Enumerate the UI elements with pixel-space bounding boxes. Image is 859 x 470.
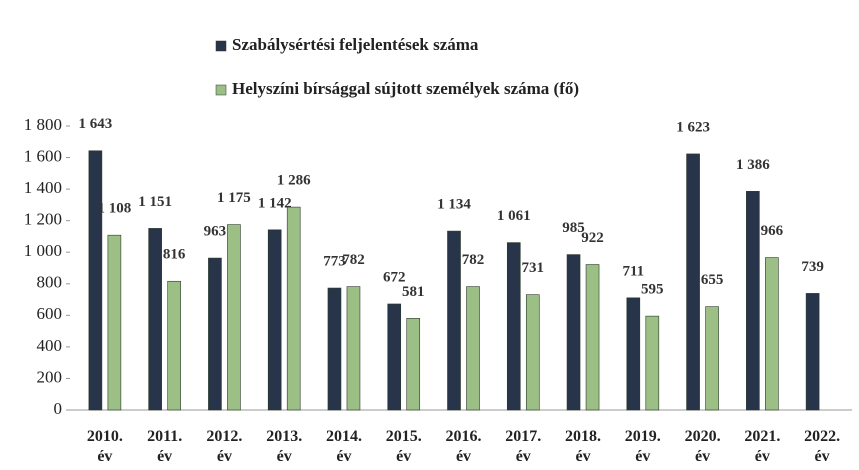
y-tick-label: 1 200 — [24, 210, 62, 229]
x-tick-label: 2010. év — [86, 428, 123, 465]
bar — [387, 303, 402, 411]
value-label: 672 — [383, 269, 406, 285]
y-tick-label: 600 — [37, 304, 63, 323]
x-tick-label: 2014. év — [325, 428, 362, 465]
legend-marker — [215, 84, 227, 96]
value-label: 1 175 — [217, 190, 251, 206]
bar — [406, 318, 421, 411]
x-tick-label: 2015. év — [385, 428, 422, 465]
bar — [525, 294, 540, 411]
value-label: 1 643 — [79, 116, 113, 132]
bar — [227, 224, 241, 411]
value-label: 773 — [323, 253, 346, 269]
x-tick-label: 2016. év — [445, 428, 482, 465]
bar — [167, 280, 181, 411]
value-label: 1 623 — [676, 119, 710, 135]
bar — [286, 206, 301, 411]
value-label: 1 142 — [258, 195, 292, 211]
value-label: 1 286 — [277, 173, 311, 189]
bar — [805, 293, 820, 411]
x-tick-label: 2018. év — [565, 428, 602, 465]
value-label: 655 — [701, 272, 724, 288]
value-label: 985 — [562, 220, 585, 236]
bar — [566, 254, 581, 411]
x-tick-label: 2021. év — [744, 428, 781, 465]
bar — [88, 150, 103, 411]
x-tick-label: 2022. év — [804, 428, 841, 465]
bar — [267, 229, 282, 411]
x-tick-label: 2017. év — [505, 428, 542, 465]
value-label: 782 — [462, 252, 485, 268]
bar — [765, 257, 779, 411]
value-label: 711 — [622, 263, 644, 279]
bar — [585, 264, 600, 411]
value-label: 816 — [163, 247, 186, 263]
legend-marker — [215, 40, 227, 52]
y-tick-label: 1 600 — [24, 146, 62, 165]
y-tick-label: 1 800 — [24, 115, 62, 134]
y-tick-label: 1 000 — [24, 241, 62, 260]
x-tick-label: 2020. év — [684, 428, 721, 465]
x-tick-label: 2019. év — [624, 428, 661, 465]
value-label: 1 061 — [497, 208, 531, 224]
value-label: 922 — [581, 230, 604, 246]
value-label: 1 134 — [437, 197, 471, 213]
value-label: 739 — [801, 259, 824, 275]
x-tick-label: 2012. év — [206, 428, 243, 465]
bar — [686, 153, 700, 411]
y-tick-label: 200 — [37, 367, 63, 386]
bar — [506, 242, 521, 411]
value-label: 963 — [204, 223, 227, 239]
bar — [626, 297, 641, 411]
legend-label: Szabálysértési feljelentések száma — [232, 35, 479, 54]
value-label: 1 108 — [98, 201, 132, 217]
bar — [645, 315, 660, 411]
value-label: 581 — [402, 284, 425, 300]
value-label: 1 151 — [138, 194, 172, 210]
value-label: 782 — [342, 252, 365, 268]
bar — [705, 306, 719, 411]
value-label: 731 — [522, 260, 545, 276]
y-tick-label: 800 — [37, 273, 63, 292]
y-tick-label: 0 — [54, 399, 63, 418]
bar — [346, 286, 361, 411]
bar — [107, 234, 122, 411]
value-label: 966 — [761, 223, 784, 239]
legend-label: Helyszíni bírsággal sújtott személyek sz… — [232, 79, 579, 98]
bar — [746, 191, 760, 411]
bar — [148, 228, 162, 411]
value-label: 595 — [641, 282, 664, 298]
x-tick-label: 2011. év — [147, 428, 183, 465]
y-tick-label: 1 400 — [24, 178, 62, 197]
bar — [447, 230, 461, 411]
value-label: 1 386 — [736, 157, 770, 173]
bar — [208, 257, 222, 411]
y-tick-label: 400 — [37, 336, 63, 355]
bar — [466, 286, 480, 411]
x-tick-label: 2013. év — [266, 428, 303, 465]
bar — [327, 287, 342, 411]
